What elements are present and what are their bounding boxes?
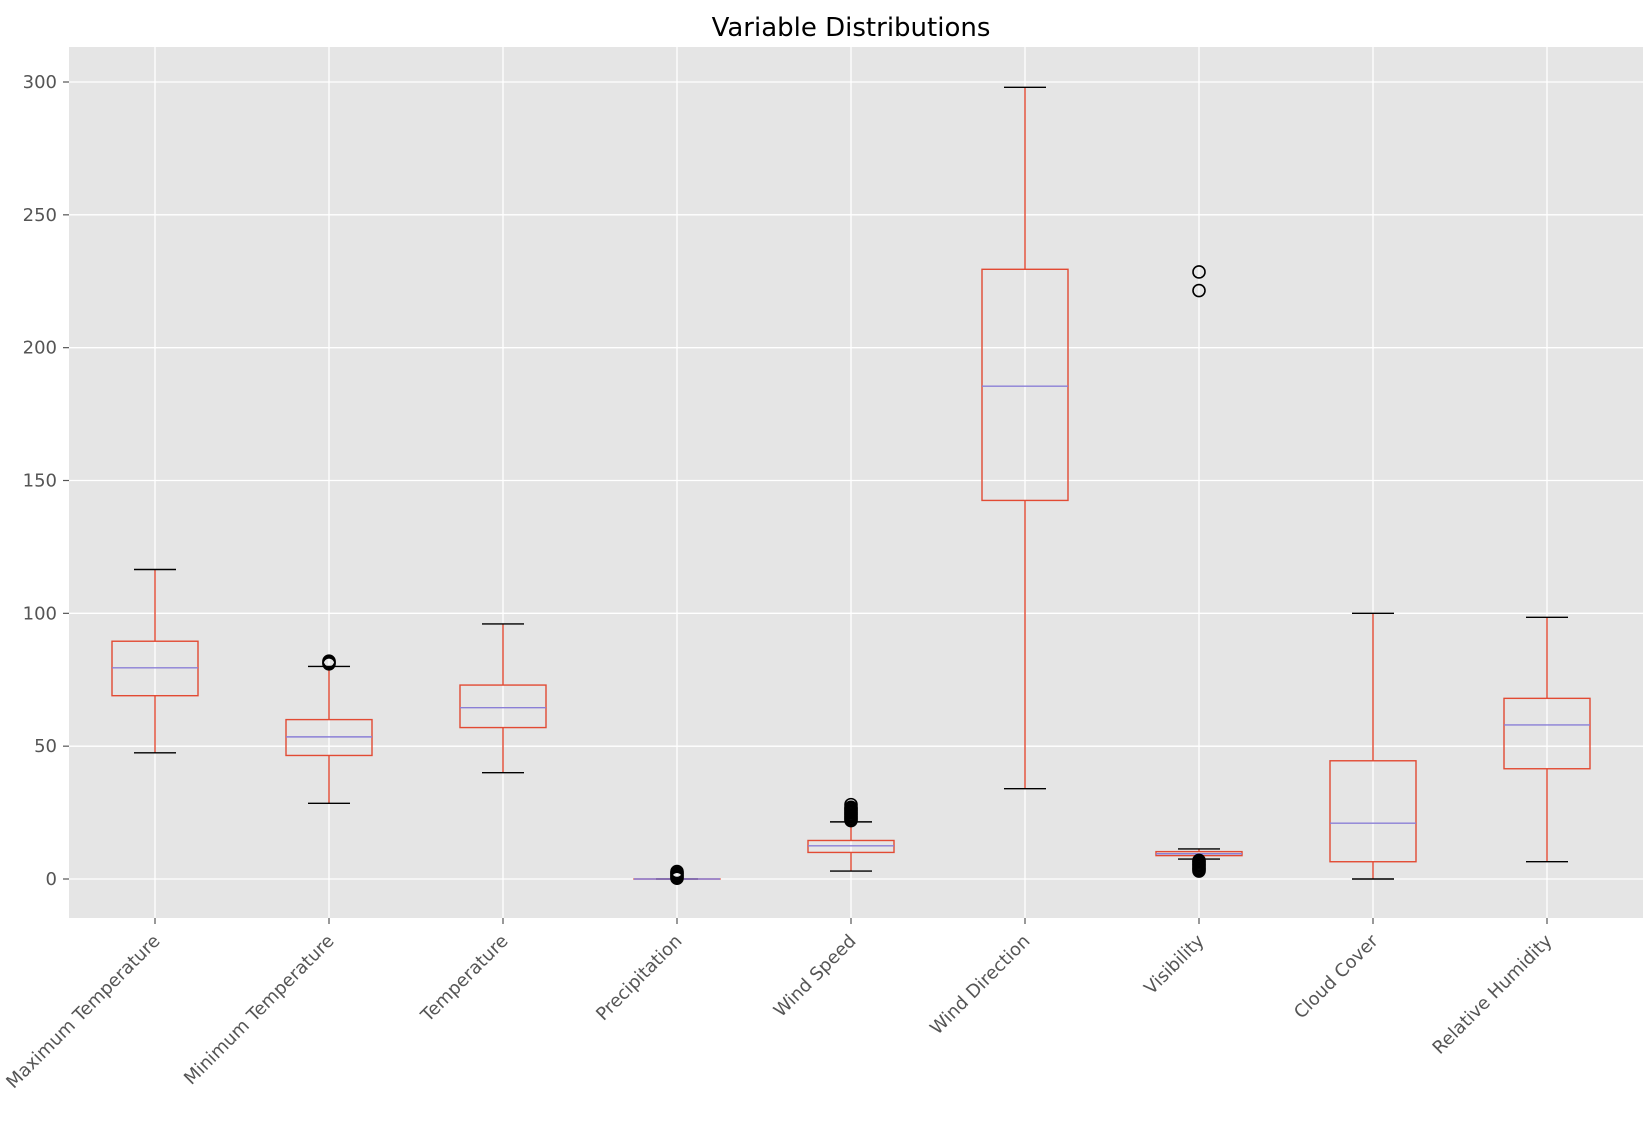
x-tick-label: Wind Direction [926,931,1034,1039]
outlier-point [1192,265,1206,279]
box-precipitation [633,864,721,886]
x-tick-label: Visibility [1140,930,1208,998]
box-relative-humidity [1503,616,1591,863]
boxes [111,86,1591,886]
iqr-box [1329,760,1417,863]
x-tick-label: Temperature [416,931,512,1027]
y-tick-label: 250 [23,205,57,226]
box-wind-speed [807,797,895,872]
x-tick-label: Wind Speed [770,931,861,1022]
iqr-box [459,684,547,729]
y-tick-label: 200 [23,338,57,359]
y-axis-ticks: 0 50 100 150 200 250 300 [23,72,69,890]
y-tick-label: 150 [23,471,57,492]
x-tick-label: Minimum Temperature [180,931,339,1090]
y-tick-label: 0 [46,869,57,890]
box-cloud-cover [1329,612,1417,880]
iqr-box [1503,697,1591,770]
x-tick-label: Precipitation [592,931,686,1025]
outlier-point [322,654,336,668]
y-tick-label: 50 [34,736,57,757]
box-wind-direction [981,86,1069,790]
outlier-point [844,797,858,812]
x-tick-label: Relative Humidity [1429,930,1557,1058]
y-tick-label: 300 [23,72,57,93]
outlier-point [1192,853,1206,868]
plot-area [69,47,1643,918]
box-minimum-temperature [285,654,373,804]
box-maximum-temperature [111,568,199,754]
outlier-point [670,864,684,879]
x-axis-ticks: Maximum Temperature Minimum Temperature Te… [2,918,1557,1093]
x-tick-label: Maximum Temperature [2,931,164,1093]
y-tick-label: 100 [23,603,57,624]
box-visibility [1155,265,1243,878]
iqr-box [981,268,1069,502]
box-temperature [459,623,547,774]
chart-title: Variable Distributions [712,13,991,43]
outlier-point [1192,283,1206,298]
x-tick-label: Cloud Cover [1290,930,1383,1023]
